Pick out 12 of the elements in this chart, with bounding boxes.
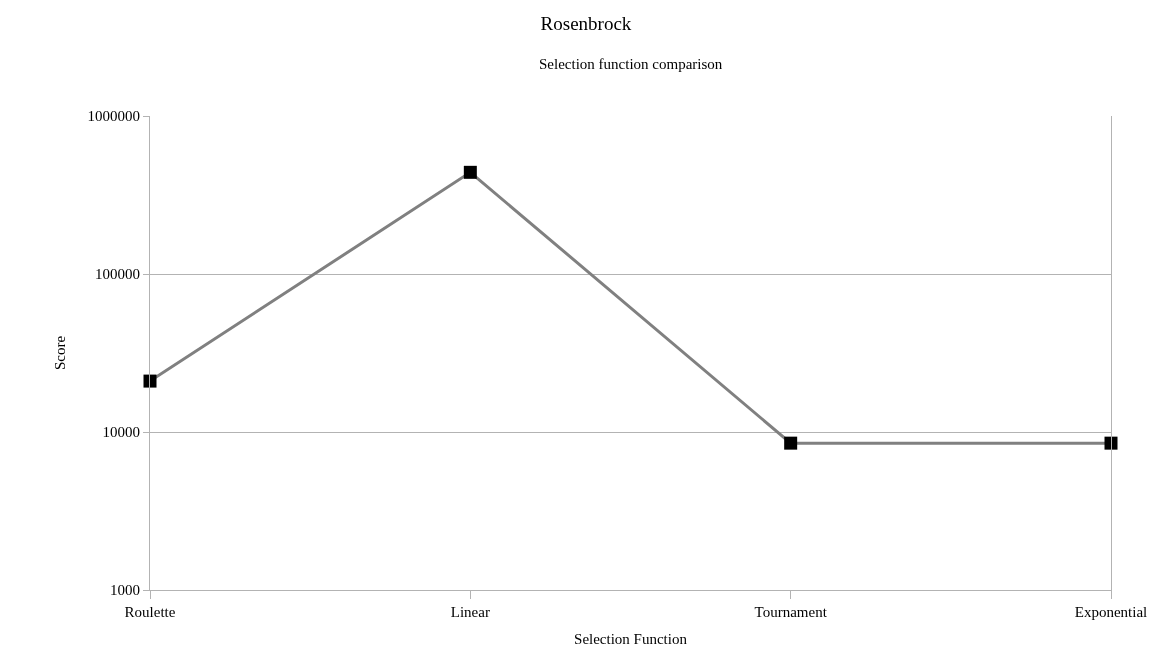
x-axis-title: Selection Function [574, 631, 688, 647]
y-tick-label: 1000 [110, 582, 140, 599]
chart-title: Rosenbrock [540, 13, 632, 34]
y-tick-label: 10000 [102, 424, 140, 441]
y-tick-label: 100000 [95, 266, 140, 283]
x-tick-label: Tournament [754, 604, 828, 620]
x-tick-label: Linear [450, 604, 490, 620]
y-axis-title: Score [51, 335, 68, 371]
x-tick-label: Roulette [124, 604, 176, 620]
x-tick-label: Exponential [1074, 604, 1148, 620]
chart-subtitle: Selection function comparison [539, 56, 723, 72]
y-tick-label: 1000000 [87, 108, 140, 125]
